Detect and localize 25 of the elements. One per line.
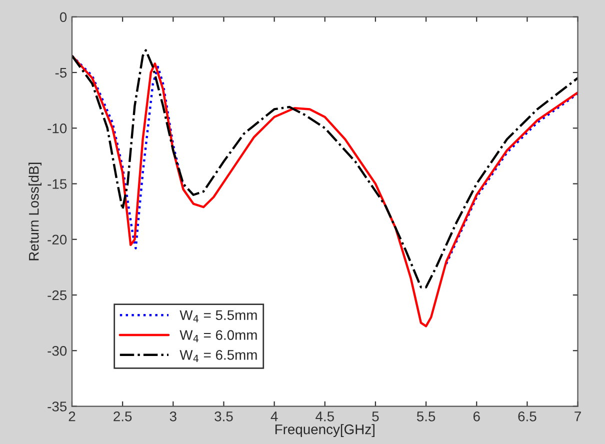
x-tick-label: 3 <box>170 411 176 422</box>
y-axis-title: Return Loss[dB] <box>28 162 42 260</box>
x-tick-label: 2 <box>68 411 76 422</box>
x-tick-label: 2.5 <box>114 411 132 422</box>
x-tick-label: 5.5 <box>416 412 436 422</box>
y-tick-label: -35 <box>48 402 67 412</box>
x-tick-label: 4 <box>270 412 278 422</box>
y-tick-label: -10 <box>48 123 67 134</box>
y-tick-label: -30 <box>48 346 67 356</box>
x-tick-label: 6.5 <box>518 411 536 422</box>
y-tick-label: -15 <box>48 179 67 189</box>
x-tick-label: 3.5 <box>214 411 233 422</box>
x-axis-title: Frequency[GHz] <box>275 424 374 438</box>
y-tick-label: -20 <box>48 234 67 245</box>
y-tick-label: -5 <box>55 68 67 78</box>
x-tick-label: 4.5 <box>316 412 334 422</box>
y-tick-label: 0 <box>60 12 67 22</box>
line-series <box>72 54 578 328</box>
x-tick-label: 7 <box>574 412 581 422</box>
legend-label: W$_{4}$ = 5.5mm <box>180 310 257 322</box>
legend-label: W$_{4}$ = 6.0mm <box>180 330 257 342</box>
x-tick-label: 6 <box>473 411 480 422</box>
y-tick-label: -25 <box>48 290 67 300</box>
x-tick-label: 5 <box>372 412 379 422</box>
legend-label: W$_{4}$ = 6.5mm <box>180 350 257 362</box>
